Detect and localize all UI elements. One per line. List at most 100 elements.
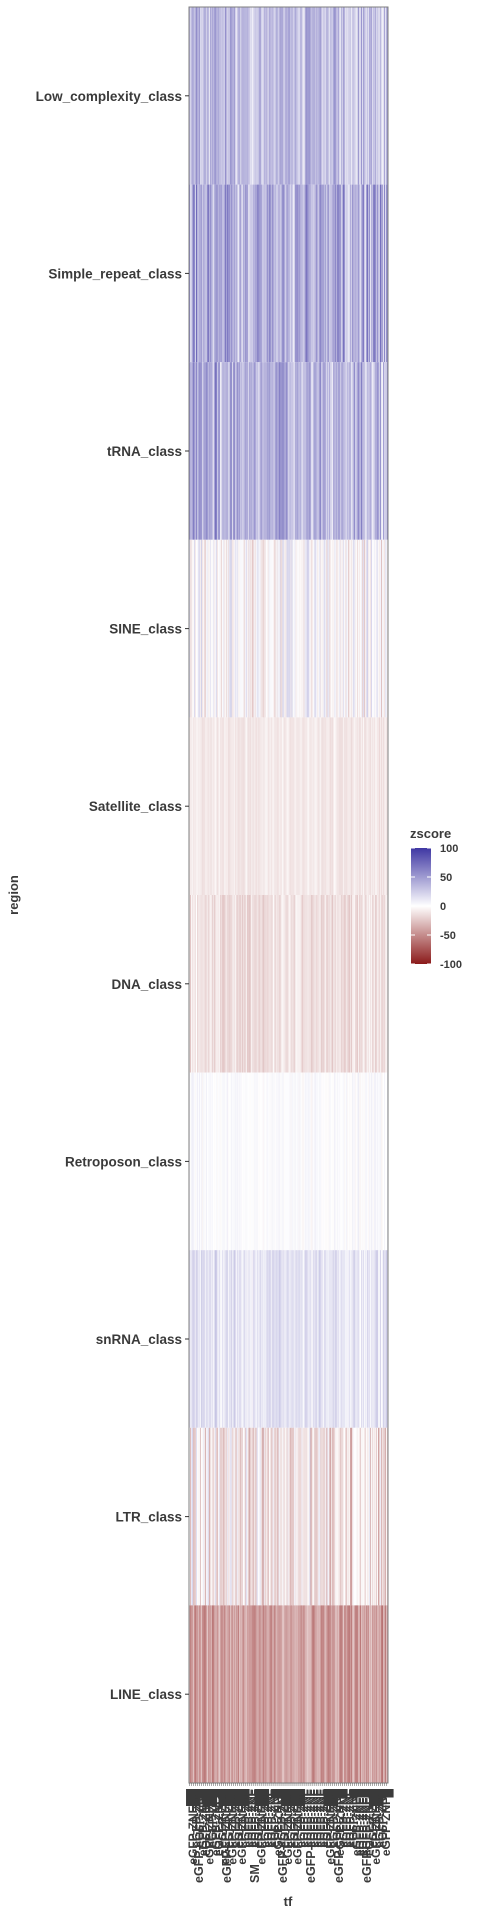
heatmap-cell	[268, 1072, 270, 1251]
heatmap-cell	[196, 1605, 199, 1783]
heatmap-cell	[295, 184, 297, 363]
heatmap-cell	[231, 7, 234, 185]
heatmap-cell	[308, 895, 310, 1073]
heatmap-cell	[192, 1605, 195, 1783]
heatmap-cell	[337, 1250, 339, 1428]
heatmap-cell	[279, 717, 281, 895]
x-tick-label: eGFP-ZNF	[206, 1789, 220, 1848]
heatmap-cell	[335, 1605, 337, 1783]
heatmap-cell	[257, 1427, 259, 1606]
heatmap-cell	[272, 895, 274, 1073]
heatmap-cell	[230, 1250, 233, 1428]
heatmap-cell	[369, 717, 371, 895]
heatmap-cell	[367, 539, 369, 718]
heatmap-cell	[368, 1072, 370, 1251]
heatmap-cell	[275, 1427, 277, 1606]
heatmap-cell	[215, 184, 218, 363]
heatmap-cell	[375, 1427, 377, 1606]
heatmap-cell	[362, 1427, 364, 1606]
heatmap-cell	[345, 7, 347, 185]
heatmap-cell	[218, 1072, 221, 1251]
heatmap-cell	[229, 7, 232, 185]
heatmap-cell	[315, 184, 317, 363]
heatmap-cell	[225, 1427, 228, 1606]
heatmap-cell	[346, 539, 348, 718]
heatmap-cell	[375, 184, 377, 363]
heatmap-cell	[313, 1250, 315, 1428]
heatmap-cell	[314, 1605, 316, 1783]
heatmap-cell	[284, 895, 286, 1073]
heatmap-cell	[189, 539, 191, 718]
heatmap-cell	[374, 895, 376, 1073]
heatmap-cell	[302, 1072, 304, 1251]
legend-colorbar	[411, 848, 431, 964]
heatmap-cell	[377, 717, 379, 895]
x-tick-label: eGFP-ZNF██	[255, 1789, 270, 1865]
heatmap-cell	[372, 1605, 374, 1783]
heatmap-cell	[372, 539, 374, 718]
heatmap-cell	[308, 7, 310, 185]
heatmap-cell	[339, 1605, 341, 1783]
heatmap-cell	[269, 539, 271, 718]
heatmap-cell	[214, 1250, 217, 1428]
heatmap-cell	[204, 1250, 207, 1428]
heatmap-cell	[381, 362, 383, 540]
heatmap-cell	[225, 7, 228, 185]
heatmap-cell	[371, 184, 373, 363]
heatmap-cell	[236, 717, 239, 895]
heatmap-cell	[383, 1605, 385, 1783]
heatmap-cell	[370, 184, 372, 363]
heatmap-cell	[273, 717, 275, 895]
heatmap-cell	[265, 1072, 267, 1251]
heatmap-cell	[305, 7, 307, 185]
heatmap-cell	[284, 1605, 286, 1783]
heatmap-cell	[376, 1250, 378, 1428]
heatmap-cell	[272, 539, 274, 718]
heatmap-cell	[355, 1072, 357, 1251]
heatmap-cell	[373, 895, 375, 1073]
heatmap-cell	[297, 184, 299, 363]
heatmap-cell	[265, 717, 267, 895]
heatmap-cell	[266, 362, 268, 540]
y-tick-label: tRNA_class	[107, 444, 182, 459]
heatmap-cell	[228, 184, 231, 363]
heatmap-cell	[378, 1072, 380, 1251]
heatmap-cell	[206, 1072, 209, 1251]
heatmap-cell	[287, 1605, 289, 1783]
heatmap-cell	[353, 184, 355, 363]
heatmap-cell	[343, 7, 345, 185]
heatmap-cell	[382, 1072, 384, 1251]
heatmap-cell	[339, 184, 341, 363]
heatmap-cell	[244, 1072, 247, 1251]
heatmap-cell	[242, 7, 245, 185]
heatmap-cell	[385, 1427, 387, 1606]
heatmap-cell	[233, 895, 236, 1073]
heatmap-cell	[386, 7, 388, 185]
heatmap-cell	[207, 539, 210, 718]
heatmap-cell	[284, 7, 286, 185]
heatmap-cell	[327, 184, 329, 363]
heatmap-cell	[293, 184, 295, 363]
heatmap-cell	[321, 717, 323, 895]
heatmap-cell	[311, 184, 313, 363]
heatmap-cell	[208, 1072, 211, 1251]
heatmap-cell	[317, 539, 319, 718]
heatmap-cell	[361, 717, 363, 895]
heatmap-cell	[361, 539, 363, 718]
heatmap-cell	[295, 717, 297, 895]
heatmap-cell	[337, 1427, 339, 1606]
heatmap-cell	[237, 1427, 240, 1606]
heatmap-cell	[231, 1427, 234, 1606]
heatmap-cell	[197, 1072, 200, 1251]
heatmap-cell	[371, 895, 373, 1073]
heatmap-cell	[231, 184, 234, 363]
heatmap-cell	[204, 184, 207, 363]
x-tick-label-visible: eGFP-	[332, 1846, 346, 1883]
heatmap-cell	[190, 7, 193, 185]
x-tick-label-visible: SM	[248, 1864, 262, 1883]
x-tick-label: eGFP-ZNF	[304, 1789, 318, 1848]
x-tick-label: eGFP-ZNF	[261, 1789, 275, 1848]
legend-title: zscore	[410, 826, 451, 841]
heatmap-cell	[264, 717, 266, 895]
heatmap-cell	[228, 539, 231, 718]
